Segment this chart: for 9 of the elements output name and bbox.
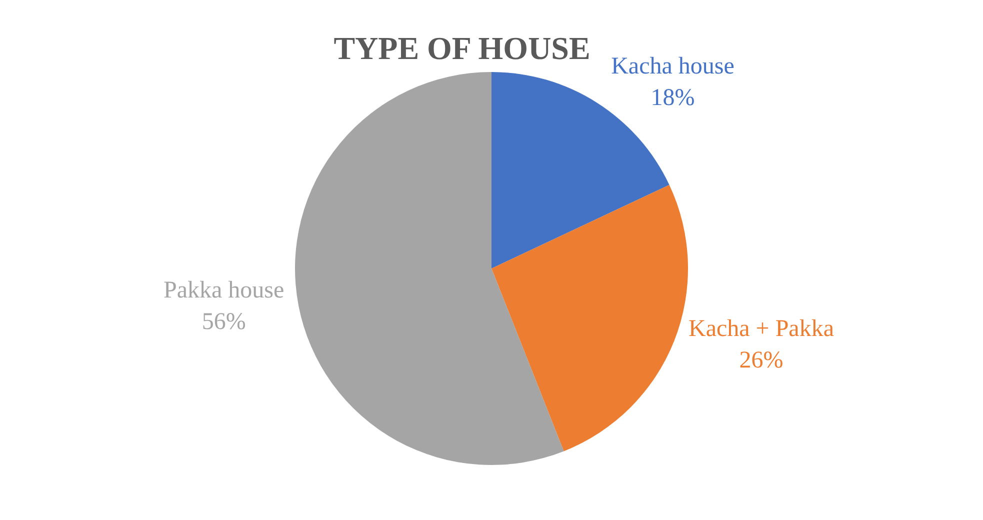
- chart-title: TYPE OF HOUSE: [334, 30, 590, 66]
- pie-slice: [492, 184, 688, 452]
- slice-label: Kacha + Pakka: [688, 316, 834, 342]
- slice-label: Pakka house: [164, 278, 284, 304]
- pie-slice: [295, 72, 564, 465]
- slice-label: Kacha house: [611, 54, 734, 80]
- data-label: 56%: [202, 308, 246, 335]
- data-label: 18%: [650, 84, 695, 111]
- data-label: 26%: [739, 347, 784, 374]
